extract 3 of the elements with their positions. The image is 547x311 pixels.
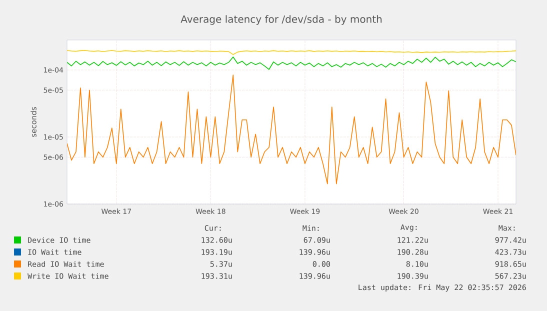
chart-title: Average latency for /dev/sda - by month [180, 15, 382, 25]
line-series [67, 74, 516, 184]
line-series [67, 56, 516, 70]
